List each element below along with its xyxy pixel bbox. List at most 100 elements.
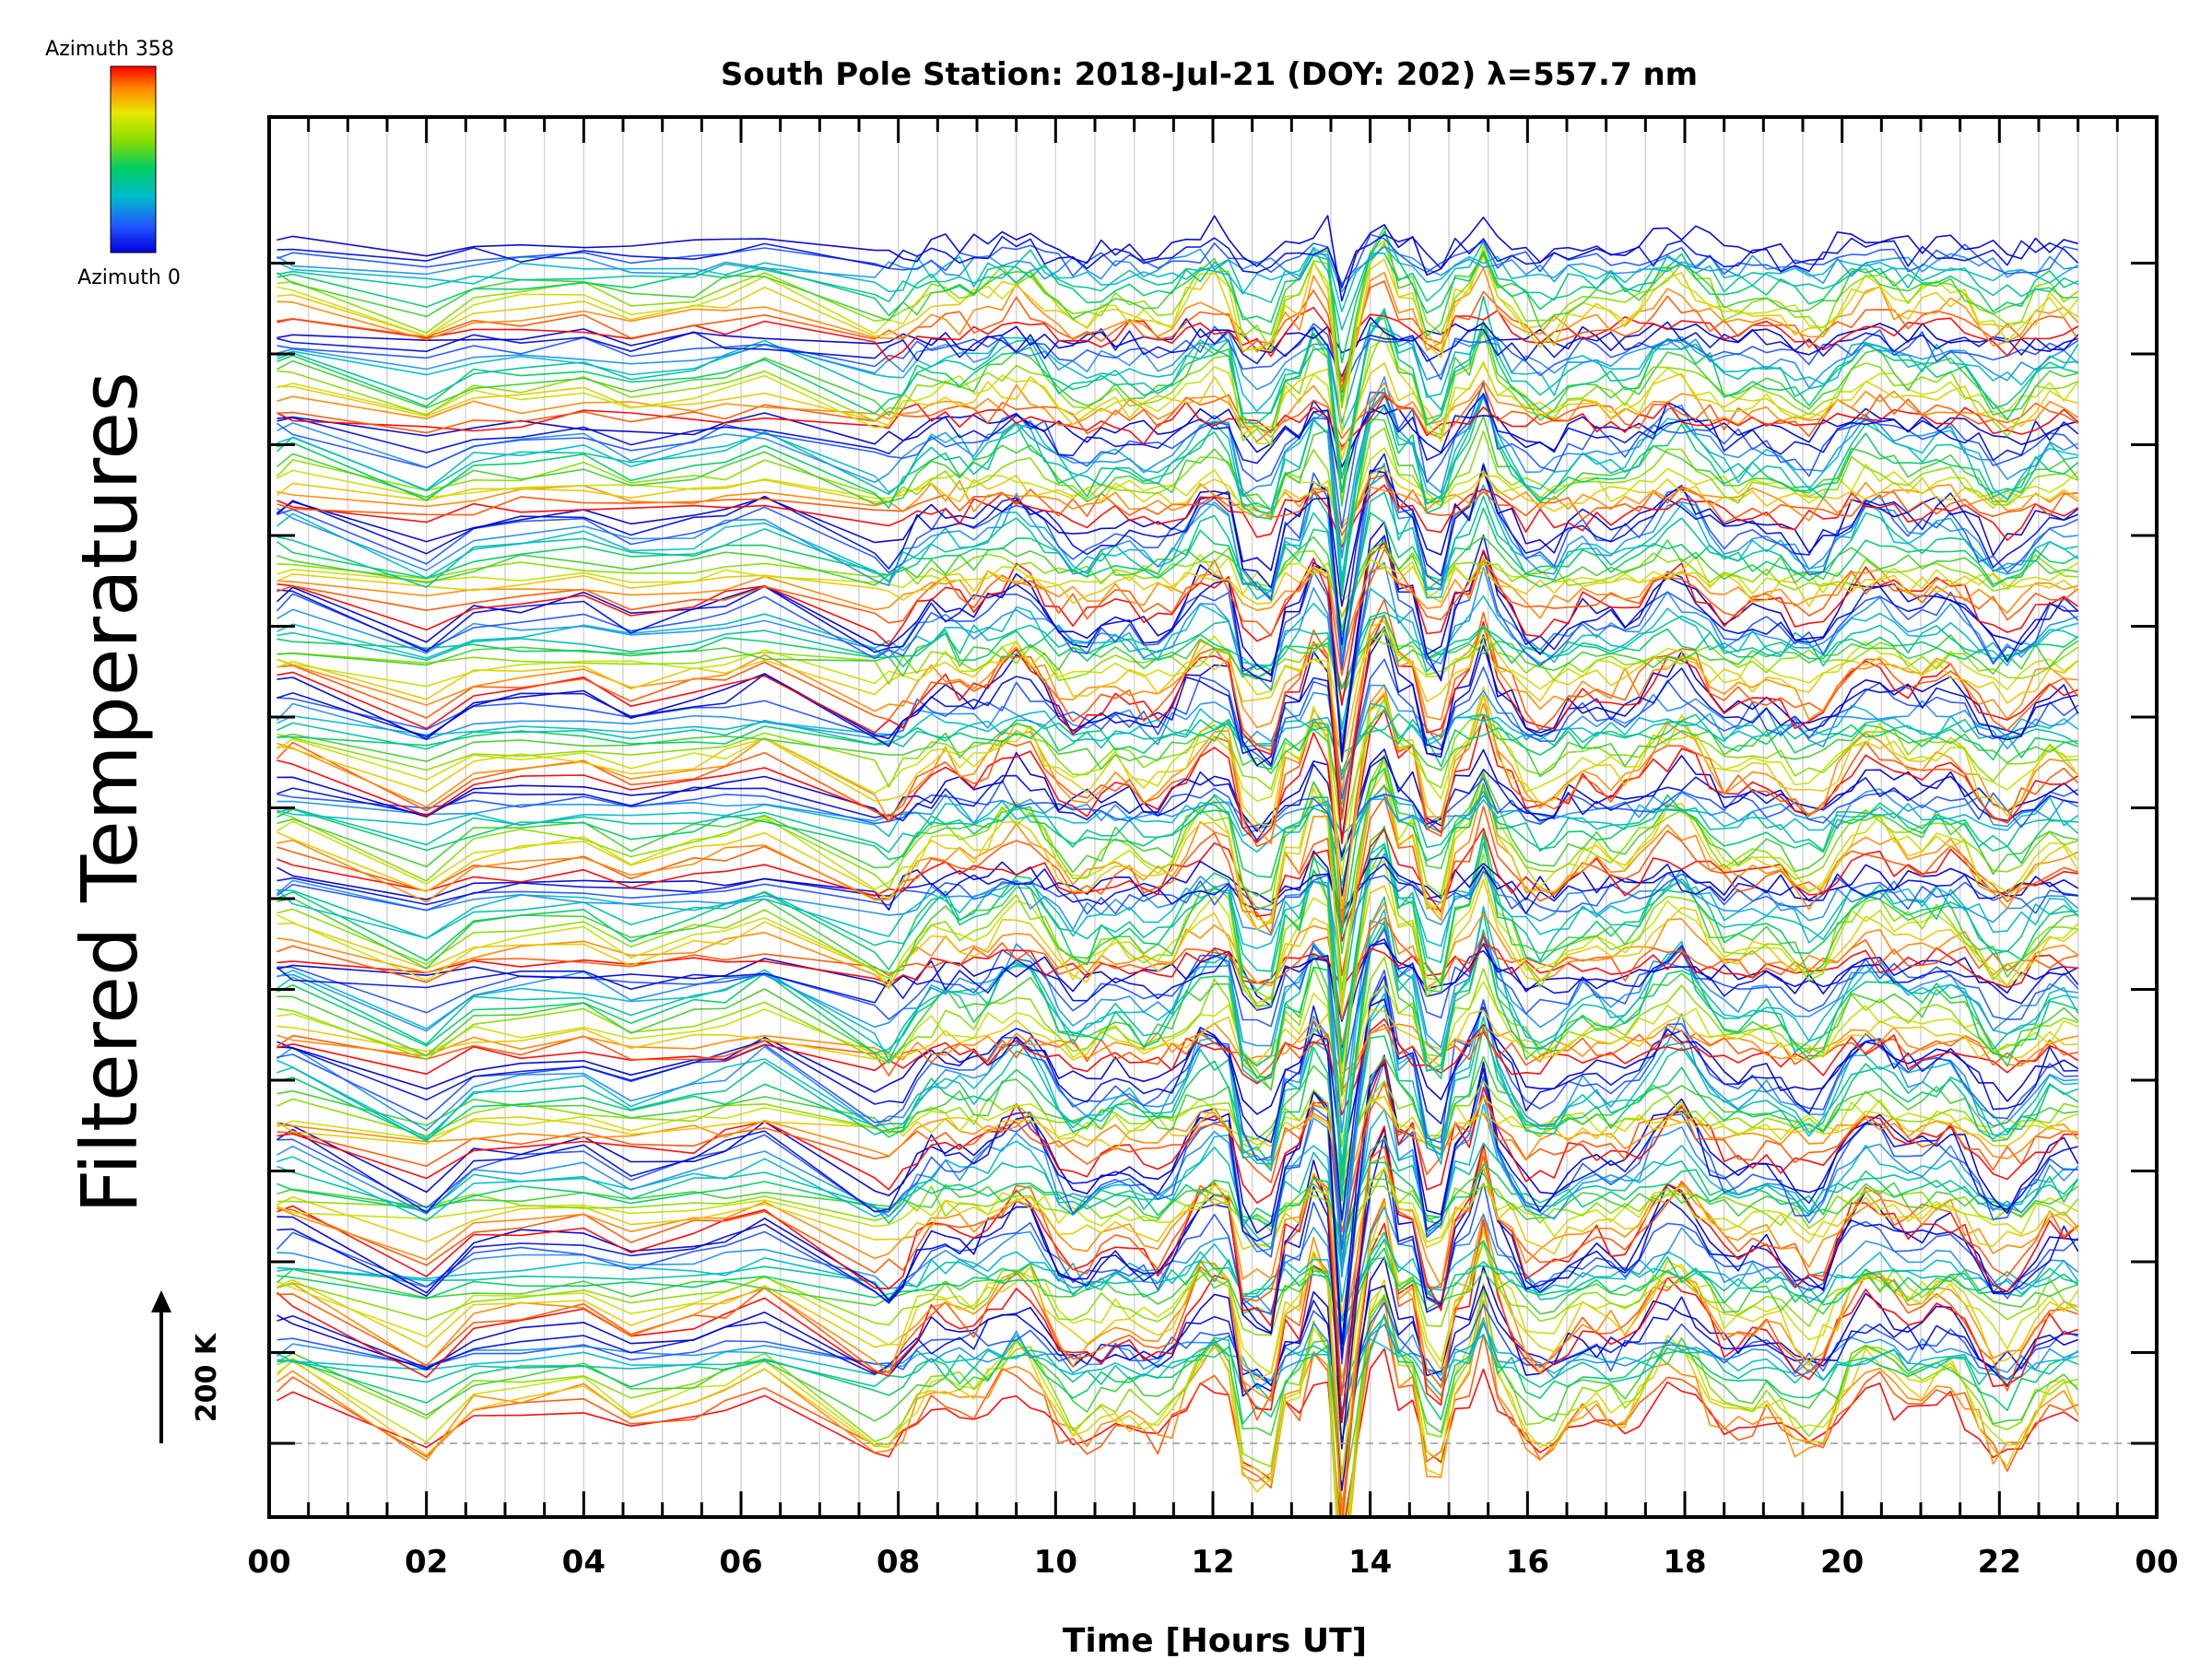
trace-line <box>276 553 2079 604</box>
trace-line <box>276 245 2079 312</box>
trace-line <box>276 905 2078 1167</box>
trace-line <box>276 548 2079 677</box>
trace-line <box>276 1288 2078 1517</box>
x-tick-label: 06 <box>719 1544 762 1581</box>
trace-line <box>276 1009 2078 1098</box>
trace-line <box>276 1218 2078 1517</box>
trace-line <box>276 975 2078 1221</box>
x-tick-label: 16 <box>1506 1544 1549 1581</box>
trace-line <box>276 280 2079 382</box>
trace-line <box>276 484 2079 548</box>
x-tick-label: 12 <box>1191 1544 1234 1581</box>
trace-line <box>276 267 2079 392</box>
trace-line <box>276 853 2079 977</box>
x-axis-title: Time [Hours UT] <box>1063 1622 1367 1659</box>
trace-line <box>276 862 2078 915</box>
trace-line <box>276 771 2079 998</box>
trace-line <box>276 1284 2078 1517</box>
trace-line <box>276 1206 2079 1353</box>
trace-line <box>276 1322 2078 1393</box>
trace-line <box>276 825 2079 1064</box>
trace-line <box>276 474 2078 536</box>
x-tick-label: 18 <box>1663 1544 1706 1581</box>
trace-line <box>276 983 2078 1278</box>
trace-line <box>276 684 2079 781</box>
trace-line <box>276 407 2078 468</box>
trace-line <box>276 698 2078 841</box>
trace-line <box>276 295 2078 479</box>
trace-line <box>276 1298 2079 1517</box>
trace-line <box>276 785 2078 886</box>
azimuth-colorbar: Azimuth 358 Azimuth 0 <box>45 38 181 289</box>
trace-line <box>276 215 2078 302</box>
trace-line <box>276 598 2079 821</box>
trace-line <box>276 453 2079 646</box>
trace-line <box>276 613 2078 794</box>
trace-line <box>276 788 2079 837</box>
trace-line <box>276 1080 2078 1188</box>
trace-line <box>276 1018 2079 1116</box>
x-tick-label: 10 <box>1034 1544 1077 1581</box>
x-tick-label: 14 <box>1348 1544 1392 1581</box>
trace-line <box>276 466 2079 525</box>
x-tick-label: 00 <box>2135 1544 2178 1581</box>
scale-bar-label: 200 K <box>191 1332 223 1422</box>
trace-line <box>276 395 2079 448</box>
trace-line <box>276 755 2078 955</box>
trace-line <box>276 1247 2078 1322</box>
trace-line <box>276 870 2078 920</box>
trace-line <box>276 627 2079 688</box>
axis-ticks <box>267 117 2159 1517</box>
trace-line <box>276 384 2079 443</box>
trace-line <box>276 629 2078 818</box>
colorbar-bottom-label: Azimuth 0 <box>77 266 181 289</box>
y-axis-label: Filtered Temperatures <box>65 371 155 1214</box>
trace-line <box>276 1019 2078 1075</box>
trace-line <box>276 614 2078 845</box>
trace-line <box>276 542 2079 707</box>
trace-line <box>276 1146 2079 1396</box>
trace-line <box>276 768 2079 935</box>
trace-line <box>276 942 2079 1022</box>
trace-line <box>276 491 2078 652</box>
trace-line <box>276 230 2079 364</box>
scale-bar: 200 K <box>151 1290 223 1443</box>
trace-line <box>276 469 2078 662</box>
trace-line <box>276 1103 2078 1303</box>
trace-line <box>276 306 2079 390</box>
colorbar-top-label: Azimuth 358 <box>45 38 174 61</box>
trace-line <box>276 981 2079 1110</box>
trace-line <box>276 254 2079 406</box>
trace-line <box>276 463 2079 669</box>
trace-line <box>276 464 2078 607</box>
trace-line <box>276 241 2079 331</box>
trace-line <box>276 587 2078 731</box>
trace-line <box>276 1055 2078 1202</box>
trace-line <box>276 1197 2078 1517</box>
trace-line <box>276 394 2078 598</box>
trace-line <box>276 630 2079 724</box>
trace-line <box>276 1166 2079 1315</box>
trace-line <box>276 380 2079 452</box>
trace-line <box>276 658 2079 800</box>
trace-line <box>276 1135 2079 1423</box>
trace-line <box>276 1082 2078 1233</box>
trace-line <box>276 702 2079 754</box>
trace-line <box>276 611 2079 705</box>
trace-line <box>276 842 2078 1095</box>
trace-line <box>276 321 2079 378</box>
trace-line <box>276 928 2079 1087</box>
trace-line <box>276 558 2079 617</box>
trace-line <box>276 1168 2079 1394</box>
trace-line <box>276 361 2078 462</box>
x-tick-label: 02 <box>405 1544 448 1581</box>
trace-line <box>276 561 2078 741</box>
trace-line <box>276 712 2079 773</box>
temperature-traces <box>276 215 2079 1517</box>
trace-line <box>276 1023 2078 1091</box>
trace-line <box>276 834 2078 1060</box>
trace-line <box>276 317 2078 507</box>
x-tick-label: 22 <box>1978 1544 2021 1581</box>
trace-line <box>276 920 2078 1182</box>
